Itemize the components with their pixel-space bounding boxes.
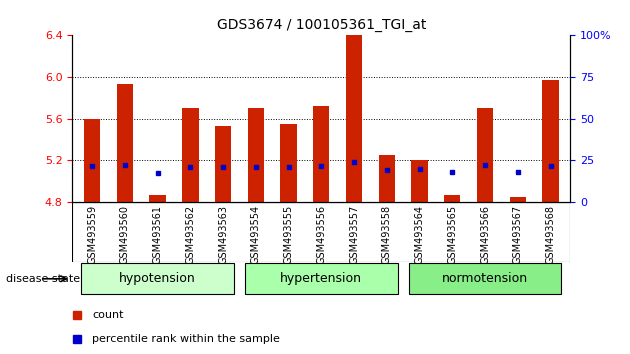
Text: GSM493554: GSM493554	[251, 205, 261, 264]
Text: hypotension: hypotension	[119, 272, 196, 285]
FancyBboxPatch shape	[409, 263, 561, 294]
Text: GSM493568: GSM493568	[546, 205, 556, 264]
Bar	[411, 160, 428, 202]
Text: GSM493556: GSM493556	[316, 205, 326, 264]
Bar	[280, 124, 297, 202]
Bar	[510, 196, 526, 202]
Text: percentile rank within the sample: percentile rank within the sample	[93, 334, 280, 344]
Text: GSM493559: GSM493559	[87, 205, 97, 264]
Bar	[542, 80, 559, 202]
Bar	[444, 194, 461, 202]
Text: disease state: disease state	[6, 274, 81, 284]
Text: GSM493561: GSM493561	[152, 205, 163, 264]
Text: GSM493565: GSM493565	[447, 205, 457, 264]
Bar	[379, 155, 395, 202]
Text: GSM493562: GSM493562	[185, 205, 195, 264]
Text: normotension: normotension	[442, 272, 528, 285]
Bar	[477, 108, 493, 202]
Bar	[149, 194, 166, 202]
Text: count: count	[93, 310, 124, 320]
Bar	[84, 119, 100, 202]
Bar	[346, 35, 362, 202]
Text: GSM493555: GSM493555	[284, 205, 294, 264]
Text: GSM493566: GSM493566	[480, 205, 490, 264]
Text: GSM493557: GSM493557	[349, 205, 359, 264]
Bar	[313, 106, 329, 202]
Title: GDS3674 / 100105361_TGI_at: GDS3674 / 100105361_TGI_at	[217, 18, 426, 32]
Text: hypertension: hypertension	[280, 272, 362, 285]
Bar	[182, 108, 198, 202]
Text: GSM493558: GSM493558	[382, 205, 392, 264]
Text: GSM493560: GSM493560	[120, 205, 130, 264]
FancyBboxPatch shape	[245, 263, 398, 294]
Text: GSM493563: GSM493563	[218, 205, 228, 264]
Text: GSM493564: GSM493564	[415, 205, 425, 264]
Bar	[215, 126, 231, 202]
Bar	[117, 84, 133, 202]
FancyBboxPatch shape	[81, 263, 234, 294]
Text: GSM493567: GSM493567	[513, 205, 523, 264]
Bar	[248, 108, 264, 202]
